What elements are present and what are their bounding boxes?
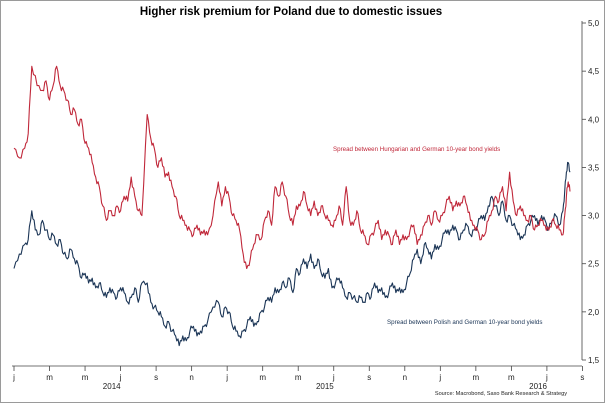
x-month-label: m — [46, 373, 53, 382]
y-tick-label: 2,5 — [588, 260, 600, 269]
x-month-label: j — [225, 373, 228, 382]
x-year-label: 2015 — [316, 382, 334, 391]
series-line-hungary — [13, 65, 571, 270]
x-month-label: m — [473, 373, 480, 382]
y-tick-label: 4,0 — [588, 115, 600, 124]
y-tick-label: 4,5 — [588, 67, 600, 76]
series-line-poland — [13, 161, 571, 347]
annotation-hungary-spread: Spread between Hungarian and German 10-y… — [333, 146, 500, 153]
x-month-label: j — [12, 373, 15, 382]
y-tick-label: 5,0 — [588, 19, 600, 28]
y-tick-label: 1,5 — [588, 356, 600, 365]
x-month-label: m — [508, 373, 515, 382]
x-month-label: j — [119, 373, 122, 382]
x-month-label: s — [367, 373, 371, 382]
x-year-label: 2014 — [103, 382, 121, 391]
source-note: Source: Macrobond, Saxo Bank Research & … — [435, 391, 567, 397]
y-tick-label: 3,5 — [588, 163, 600, 172]
x-month-label: j — [545, 373, 548, 382]
x-month-label: m — [82, 373, 89, 382]
x-month-label: j — [438, 373, 441, 382]
x-month-label: m — [259, 373, 266, 382]
x-month-label: j — [332, 373, 335, 382]
chart-title: Higher risk premium for Poland due to do… — [140, 6, 442, 18]
annotation-poland-spread: Spread between Polish and German 10-year… — [387, 319, 542, 326]
x-month-label: n — [403, 373, 407, 382]
x-month-label: s — [580, 373, 584, 382]
x-month-label: s — [154, 373, 158, 382]
axes: 5,0 4,5 4,0 3,5 3,0 2,5 2,0 1,5 j m m j s n j m m j s n j m m j… — [12, 19, 600, 391]
y-tick-label: 2,0 — [588, 308, 600, 317]
x-month-label: m — [295, 373, 302, 382]
x-month-label: n — [189, 373, 193, 382]
series-layer — [13, 65, 571, 347]
y-tick-label: 3,0 — [588, 212, 600, 221]
x-year-label: 2016 — [529, 382, 547, 391]
